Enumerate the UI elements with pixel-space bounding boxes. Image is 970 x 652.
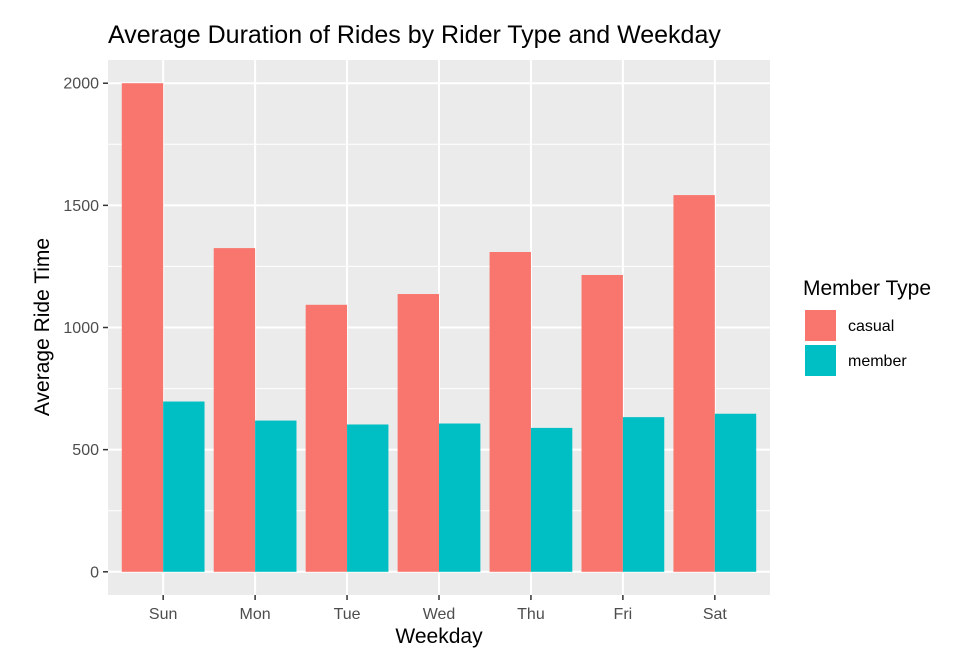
legend-label-casual: casual: [848, 318, 894, 335]
bar-member-sun: [163, 401, 205, 572]
bar-casual-thu: [489, 252, 531, 572]
bar-member-fri: [622, 417, 665, 572]
bar-casual-mon: [213, 248, 256, 572]
bar-member-mon: [255, 420, 297, 572]
y-tick-label: 1000: [63, 320, 99, 337]
legend-key-casual: [805, 310, 836, 341]
x-tick-label: Thu: [517, 606, 545, 623]
bar-member-tue: [347, 424, 389, 572]
x-tick-label: Sat: [703, 606, 728, 623]
bar-member-thu: [530, 427, 573, 572]
legend-title: Member Type: [803, 277, 931, 300]
y-tick-label: 0: [90, 564, 99, 581]
chart-title: Average Duration of Rides by Rider Type …: [108, 21, 721, 49]
bar-casual-tue: [305, 304, 348, 572]
bar-casual-wed: [397, 294, 439, 572]
x-tick-label: Tue: [334, 606, 361, 623]
x-tick-label: Mon: [240, 606, 271, 623]
x-axis: Sun Mon Tue Wed Thu Fri Sat: [149, 595, 727, 623]
legend: Member Type casual member: [803, 277, 931, 376]
y-tick-label: 1500: [63, 198, 99, 215]
x-axis-title: Weekday: [395, 625, 483, 648]
x-tick-label: Wed: [423, 606, 456, 623]
bar-casual-fri: [581, 274, 623, 572]
x-tick-label: Fri: [614, 606, 633, 623]
y-tick-label: 500: [72, 442, 99, 459]
bar-casual-sun: [121, 83, 164, 572]
bars: [121, 83, 757, 572]
y-axis: 0 500 1000 1500 2000: [63, 76, 108, 581]
y-axis-title: Average Ride Time: [31, 238, 54, 416]
x-tick-label: Sun: [149, 606, 177, 623]
bar-casual-sat: [673, 195, 715, 572]
legend-label-member: member: [848, 353, 907, 370]
bar-member-sat: [714, 413, 757, 572]
y-tick-label: 2000: [63, 76, 99, 93]
legend-key-member: [805, 345, 836, 376]
bar-member-wed: [439, 423, 481, 572]
